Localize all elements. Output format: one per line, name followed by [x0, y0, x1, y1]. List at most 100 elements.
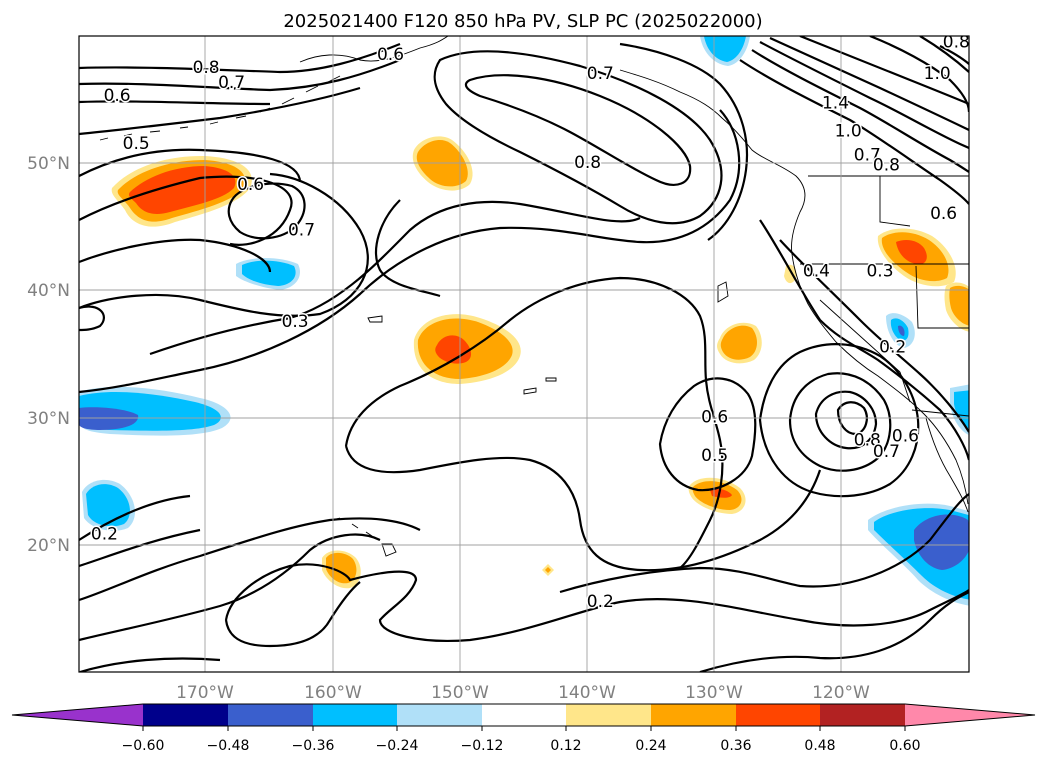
- colorbar-segment: [313, 704, 398, 726]
- contour-label: 0.2: [587, 592, 614, 612]
- contour-label: 0.8: [193, 58, 220, 78]
- contour-label: 0.5: [123, 134, 150, 154]
- contour-line: [464, 74, 692, 186]
- map-frame: [78, 35, 970, 673]
- contour-label: 0.6: [892, 427, 919, 447]
- pv-negative-area: [954, 390, 969, 429]
- contour-labels: 0.80.70.60.60.70.50.30.20.70.80.61.41.00…: [89, 32, 970, 614]
- contour-line: [79, 175, 293, 246]
- lon-tick-label: 150°W: [431, 683, 489, 703]
- colorbar-extend-left: [12, 704, 143, 726]
- contour-label: 0.8: [854, 431, 881, 451]
- contour-line: [869, 36, 969, 113]
- pv-negative-shading: [79, 36, 969, 606]
- us-state-border: [800, 176, 969, 329]
- lon-tick-label: 140°W: [558, 683, 616, 703]
- contour-label: 0.6: [701, 408, 728, 428]
- contour-line: [836, 401, 868, 436]
- colorbar-ticks: [142, 726, 906, 731]
- colorbar-segment: [228, 704, 313, 726]
- pv-positive-area: [545, 567, 551, 573]
- contour-label: 0.7: [288, 221, 315, 241]
- lat-tick-label: 50°N: [27, 154, 70, 174]
- contour-line: [224, 581, 361, 648]
- contour-line: [619, 42, 749, 241]
- contour-line: [433, 50, 723, 225]
- pv-negative-area: [898, 325, 905, 336]
- contour-label: 0.8: [574, 153, 601, 173]
- map-panel: 0.80.70.60.60.70.50.30.20.70.80.61.41.00…: [79, 32, 970, 672]
- slp-contours: [79, 36, 969, 672]
- lat-tick-label: 20°N: [27, 536, 70, 556]
- contour-label: 1.0: [835, 121, 862, 141]
- contour-line: [375, 199, 441, 298]
- contour-label: 0.6: [237, 175, 264, 195]
- figure-title: 2025021400 F120 850 hPa PV, SLP PC (2025…: [283, 11, 762, 32]
- colorbar-segment: [736, 704, 820, 726]
- colorbar-tick-label: −0.36: [292, 738, 335, 754]
- contour-line: [658, 377, 757, 492]
- pv-positive-area: [710, 488, 732, 498]
- contour-line: [79, 100, 271, 106]
- colorbar-segment: [397, 704, 482, 726]
- contour-label: 0.7: [587, 64, 614, 84]
- contour-label: 0.8: [943, 32, 970, 52]
- pv-negative-area: [79, 407, 139, 430]
- lon-tick-label: 130°W: [685, 683, 743, 703]
- lat-tick-label: 30°N: [27, 409, 70, 429]
- pv-positive-shading: [111, 136, 969, 589]
- colorbar-tick-label: −0.24: [376, 738, 419, 754]
- colorbar: −0.60 −0.48 −0.36 −0.24 −0.12 0.12 0.24 …: [11, 703, 1036, 754]
- longitude-tick-labels: 170°W 160°W 150°W 140°W 130°W 120°W: [176, 683, 870, 703]
- contour-label: 0.6: [104, 86, 131, 106]
- colorbar-tick-label: −0.12: [461, 738, 504, 754]
- contour-line: [559, 493, 969, 594]
- contour-label: 0.8: [873, 156, 900, 176]
- contour-label: 0.6: [377, 45, 404, 65]
- contour-line: [79, 305, 105, 332]
- contour-line: [759, 219, 969, 461]
- baja-california-coastline: [925, 417, 969, 513]
- contour-line: [79, 533, 381, 642]
- contour-line: [79, 172, 369, 317]
- contour-line: [79, 42, 401, 74]
- pv-positive-area: [896, 240, 927, 265]
- colorbar-tick-label: −0.60: [122, 738, 165, 754]
- colorbar-tick-label: 0.60: [889, 738, 920, 754]
- pv-positive-area: [720, 325, 758, 360]
- graticule: [79, 36, 969, 672]
- contour-line: [814, 390, 878, 450]
- colorbar-segment: [482, 704, 566, 726]
- contour-line: [224, 563, 969, 642]
- small-islands: [367, 281, 729, 395]
- contour-line: [799, 36, 969, 106]
- contour-label: 0.4: [803, 261, 830, 281]
- contour-label: 1.4: [822, 93, 849, 113]
- pv-negative-area: [86, 484, 130, 527]
- contour-line: [79, 109, 741, 394]
- contour-line: [758, 343, 920, 498]
- colorbar-tick-label: 0.12: [550, 738, 581, 754]
- mexico-border: [911, 409, 969, 417]
- colorbar-tick-label: 0.48: [804, 738, 835, 754]
- pv-positive-area: [435, 335, 472, 364]
- contour-label: 1.0: [924, 64, 951, 84]
- contour-line: [769, 37, 969, 131]
- contour-label: 0.5: [701, 446, 728, 466]
- contour-label: 0.2: [91, 525, 118, 545]
- contour-line: [79, 494, 201, 568]
- colorbar-segment: [143, 704, 228, 726]
- lon-tick-label: 170°W: [176, 683, 234, 703]
- colorbar-tick-label: −0.48: [207, 738, 250, 754]
- colorbar-extend-right: [905, 704, 1035, 726]
- contour-label: 0.3: [282, 312, 309, 332]
- contour-label: 0.6: [930, 204, 957, 224]
- lat-tick-label: 40°N: [27, 281, 70, 301]
- contour-line: [79, 591, 969, 672]
- contour-line: [751, 49, 969, 173]
- contour-line: [739, 59, 969, 205]
- colorbar-segment: [566, 704, 651, 726]
- alaska-coastline: [299, 36, 449, 63]
- contour-line: [779, 239, 969, 433]
